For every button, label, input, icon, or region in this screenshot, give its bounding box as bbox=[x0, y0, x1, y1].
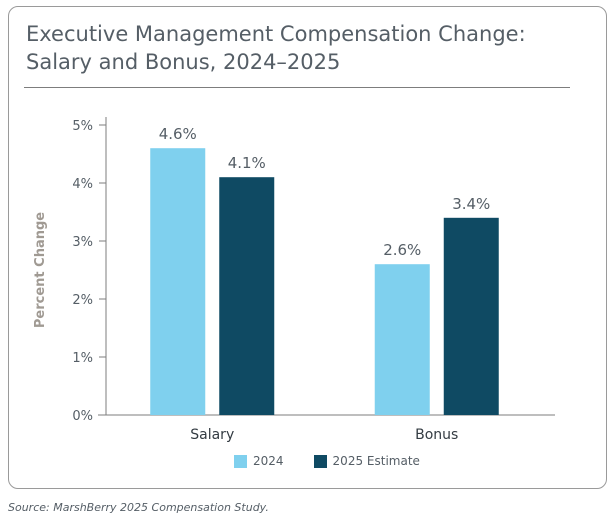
bar-1-1 bbox=[443, 217, 499, 415]
source-note: Source: MarshBerry 2025 Compensation Stu… bbox=[8, 501, 269, 514]
y-tick-label: 1% bbox=[72, 351, 93, 366]
data-label-0-1: 4.1% bbox=[228, 154, 266, 172]
legend-item-2024: 2024 bbox=[234, 454, 284, 468]
legend-label-2025-estimate: 2025 Estimate bbox=[332, 454, 420, 468]
data-label-1-1: 3.4% bbox=[452, 195, 490, 213]
legend-swatch-2025-estimate bbox=[313, 454, 327, 468]
x-tick-label-0: Salary bbox=[190, 427, 234, 443]
y-tick-label: 5% bbox=[72, 119, 93, 134]
title-divider bbox=[24, 87, 570, 88]
y-tick-label: 4% bbox=[72, 177, 93, 192]
data-label-1-0: 2.6% bbox=[383, 241, 421, 259]
chart-legend: 2024 2025 Estimate bbox=[234, 452, 420, 470]
y-tick-label: 3% bbox=[72, 235, 93, 250]
bar-0-1 bbox=[219, 177, 275, 415]
chart-title: Executive Management Compensation Change… bbox=[26, 22, 526, 74]
legend-swatch-2024 bbox=[234, 454, 247, 468]
data-label-0-0: 4.6% bbox=[159, 125, 197, 143]
y-tick-label: 0% bbox=[72, 409, 93, 424]
y-tick-label: 2% bbox=[72, 293, 93, 308]
y-axis-title: Percent Change bbox=[33, 212, 48, 328]
x-tick-label-1: Bonus bbox=[415, 427, 458, 443]
legend-label-2024: 2024 bbox=[253, 454, 284, 468]
legend-item-2025-estimate: 2025 Estimate bbox=[313, 454, 420, 468]
bar-1-0 bbox=[374, 264, 430, 415]
bar-0-0 bbox=[150, 148, 206, 415]
chart-card bbox=[8, 6, 607, 489]
